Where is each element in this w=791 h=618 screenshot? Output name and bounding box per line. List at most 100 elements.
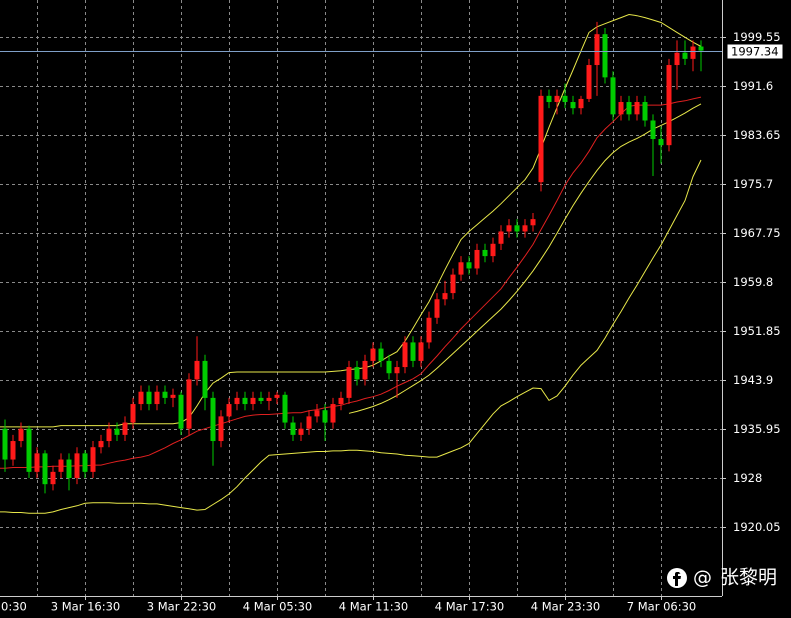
candle-body <box>578 98 584 109</box>
candle-body <box>2 428 8 460</box>
candle-body <box>314 410 320 417</box>
candle-body <box>594 34 600 66</box>
grid <box>0 0 722 596</box>
candle-body <box>554 95 560 103</box>
candle-body <box>354 367 360 380</box>
candle-body <box>458 262 464 275</box>
candle-body <box>410 342 416 361</box>
indicator-line <box>0 159 702 514</box>
candle-body <box>162 391 168 398</box>
y-tick-label: 1943.9 <box>733 373 773 387</box>
candle-body <box>258 397 264 401</box>
candle-body <box>250 397 256 405</box>
y-tick-label: 1959.8 <box>733 275 773 289</box>
candle-body <box>442 293 448 300</box>
candle-body <box>322 410 328 423</box>
candle-body <box>506 225 512 232</box>
candle-body <box>306 416 312 429</box>
candle-body <box>18 428 24 442</box>
candle-body <box>394 367 400 374</box>
x-tick-label: 3 Mar 16:30 <box>51 600 120 614</box>
candle-body <box>234 397 240 405</box>
candle-body <box>330 404 336 423</box>
candle-body <box>130 404 136 423</box>
candle-body <box>514 225 520 232</box>
candle-body <box>586 65 592 99</box>
candle-body <box>466 262 472 269</box>
y-tick-label: 1935.95 <box>733 422 781 436</box>
candle-body <box>98 441 104 448</box>
candle-body <box>570 102 576 109</box>
candle-body <box>106 428 112 442</box>
plot-area <box>0 13 722 514</box>
candle-body <box>682 52 688 59</box>
candle-body <box>618 102 624 115</box>
x-tick-label: 4 Mar 05:30 <box>243 600 312 614</box>
candle-body <box>626 102 632 115</box>
candle-body <box>434 299 440 318</box>
candle-body <box>26 428 32 472</box>
y-tick-label: 1975.7 <box>733 177 773 191</box>
y-tick-label: 1920.05 <box>733 520 781 534</box>
y-tick-label: 1991.6 <box>733 79 773 93</box>
candle-body <box>482 249 488 257</box>
candle-body <box>178 394 184 429</box>
watermark-icon-glyph <box>673 572 681 586</box>
candle-body <box>338 397 344 405</box>
y-tick-label: 1951.85 <box>733 324 781 338</box>
indicator-line <box>348 103 702 414</box>
candle-body <box>66 459 72 479</box>
x-tick-label: 0:30 <box>1 600 27 614</box>
x-tick-label: 4 Mar 11:30 <box>339 600 408 614</box>
candle-body <box>426 317 432 343</box>
candle-body <box>194 360 200 380</box>
candle-body <box>602 34 608 78</box>
candle-body <box>122 422 128 435</box>
y-tick-label: 1928 <box>733 471 762 485</box>
candle-body <box>642 102 648 121</box>
candle-body <box>114 428 120 435</box>
candle-body <box>50 471 56 485</box>
candle-body <box>474 249 480 269</box>
candle-body <box>538 95 544 183</box>
candle-body <box>546 95 552 103</box>
watermark-at: @ <box>693 567 712 589</box>
candle-body <box>498 231 504 244</box>
candle-body <box>282 394 288 423</box>
x-tick-label: 7 Mar 06:30 <box>627 600 696 614</box>
candle-body <box>490 243 496 257</box>
candle-body <box>202 360 208 398</box>
watermark: @ 张黎明 <box>667 567 777 589</box>
candle-body <box>634 102 640 115</box>
candle-body <box>666 65 672 146</box>
candle-body <box>418 342 424 361</box>
candle-body <box>698 46 704 51</box>
current-price-box <box>726 43 784 60</box>
x-tick-label: 3 Mar 22:30 <box>147 600 216 614</box>
candle-body <box>522 225 528 232</box>
y-tick-label: 1983.65 <box>733 128 781 142</box>
candle-body <box>674 52 680 66</box>
current-price-label: 1997.34 <box>731 45 779 59</box>
candle-body <box>530 219 536 226</box>
candle-body <box>90 447 96 472</box>
candle-body <box>154 391 160 405</box>
y-tick-label: 1967.75 <box>733 226 781 240</box>
watermark-name: 张黎明 <box>720 567 777 589</box>
candle-body <box>146 391 152 405</box>
candle-body <box>42 453 48 485</box>
y-tick-label: 1999.55 <box>733 30 781 44</box>
candle-body <box>290 422 296 435</box>
candle-body <box>34 453 40 472</box>
candle-body <box>74 453 80 479</box>
candle-body <box>346 367 352 398</box>
candle-body <box>298 428 304 435</box>
candle-body <box>650 120 656 139</box>
candle-body <box>370 348 376 361</box>
candle-body <box>610 77 616 115</box>
candle-body <box>562 95 568 103</box>
candle-body <box>58 459 64 472</box>
